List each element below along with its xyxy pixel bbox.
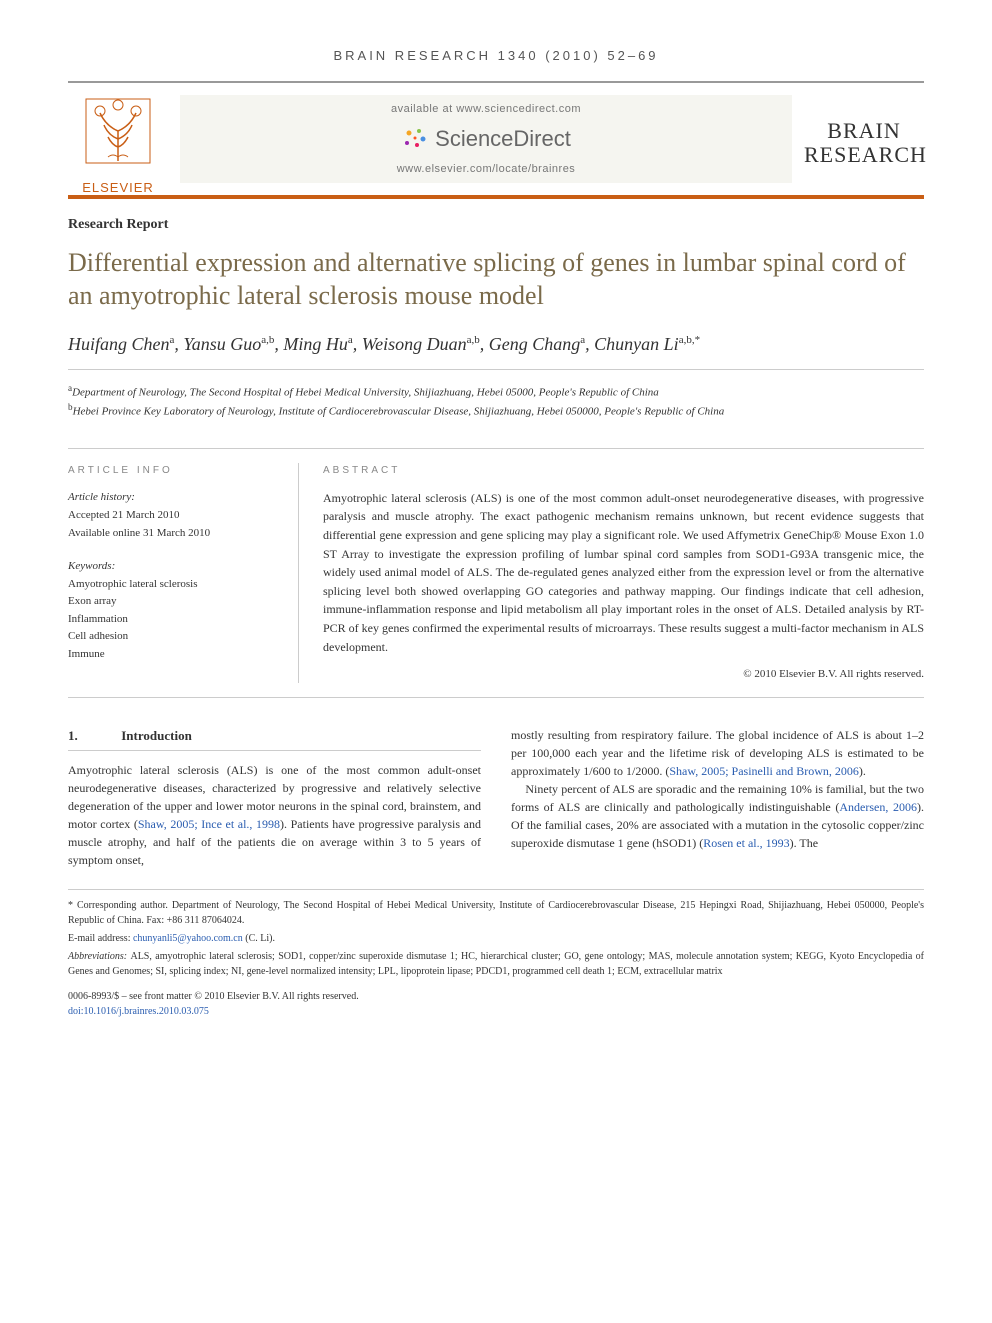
abstract: ABSTRACT Amyotrophic lateral sclerosis (… (298, 463, 924, 683)
journal-name-line2: RESEARCH (804, 143, 924, 167)
abbreviations: Abbreviations: ALS, amyotrophic lateral … (68, 949, 924, 979)
history-label: Article history: (68, 489, 268, 507)
doi-link[interactable]: doi:10.1016/j.brainres.2010.03.075 (68, 1006, 209, 1017)
affiliation-b: bHebei Province Key Laboratory of Neurol… (68, 401, 924, 420)
intro-para-1-cont: mostly resulting from respiratory failur… (511, 726, 924, 780)
sciencedirect-icon (401, 125, 429, 153)
elsevier-tree-icon (78, 91, 158, 171)
body-col-left: 1. Introduction Amyotrophic lateral scle… (68, 726, 481, 869)
footer-meta: 0006-8993/$ – see front matter © 2010 El… (68, 989, 924, 1019)
footnotes: * Corresponding author. Department of Ne… (68, 889, 924, 979)
body-columns: 1. Introduction Amyotrophic lateral scle… (68, 726, 924, 869)
intro-para-1: Amyotrophic lateral sclerosis (ALS) is o… (68, 761, 481, 869)
authors: Huifang Chena, Yansu Guoa,b, Ming Hua, W… (68, 334, 924, 370)
intro-label: Introduction (121, 728, 192, 743)
body-col-right: mostly resulting from respiratory failur… (511, 726, 924, 869)
abstract-copyright: © 2010 Elsevier B.V. All rights reserved… (323, 666, 924, 683)
keyword-item: Immune (68, 646, 268, 664)
doi-line: doi:10.1016/j.brainres.2010.03.075 (68, 1004, 924, 1019)
article-info-heading: ARTICLE INFO (68, 463, 268, 479)
keywords-list: Amyotrophic lateral sclerosisExon arrayI… (68, 576, 268, 664)
keyword-item: Amyotrophic lateral sclerosis (68, 576, 268, 594)
keyword-item: Exon array (68, 593, 268, 611)
info-abstract-row: ARTICLE INFO Article history: Accepted 2… (68, 448, 924, 698)
article-title: Differential expression and alternative … (68, 247, 924, 312)
keyword-item: Inflammation (68, 611, 268, 629)
sciencedirect-logo: ScienceDirect (200, 125, 772, 153)
section-label: Research Report (68, 217, 924, 233)
affiliation-a: aDepartment of Neurology, The Second Hos… (68, 382, 924, 401)
branding-row: ELSEVIER available at www.sciencedirect.… (68, 81, 924, 199)
center-branding: available at www.sciencedirect.com Scien… (180, 95, 792, 183)
corresponding-author: * Corresponding author. Department of Ne… (68, 898, 924, 928)
elsevier-text: ELSEVIER (68, 180, 168, 195)
email-link[interactable]: chunyanli5@yahoo.com.cn (133, 933, 243, 944)
journal-name-line1: BRAIN (804, 119, 924, 143)
keyword-item: Cell adhesion (68, 628, 268, 646)
abstract-text: Amyotrophic lateral sclerosis (ALS) is o… (323, 489, 924, 656)
intro-heading: 1. Introduction (68, 726, 481, 751)
available-at-text: available at www.sciencedirect.com (200, 103, 772, 115)
journal-name-logo: BRAIN RESEARCH (804, 119, 924, 167)
article-info: ARTICLE INFO Article history: Accepted 2… (68, 463, 268, 683)
journal-url: www.elsevier.com/locate/brainres (200, 163, 772, 175)
available-online-date: Available online 31 March 2010 (68, 525, 268, 543)
accepted-date: Accepted 21 March 2010 (68, 507, 268, 525)
elsevier-logo: ELSEVIER (68, 91, 168, 195)
intro-num: 1. (68, 726, 118, 746)
sciencedirect-text: ScienceDirect (435, 126, 571, 152)
keywords-label: Keywords: (68, 558, 268, 576)
affiliations: aDepartment of Neurology, The Second Hos… (68, 382, 924, 420)
email-line: E-mail address: chunyanli5@yahoo.com.cn … (68, 931, 924, 946)
issn-line: 0006-8993/$ – see front matter © 2010 El… (68, 989, 924, 1004)
abstract-heading: ABSTRACT (323, 463, 924, 479)
journal-header: BRAIN RESEARCH 1340 (2010) 52–69 (68, 48, 924, 63)
intro-para-2: Ninety percent of ALS are sporadic and t… (511, 780, 924, 852)
